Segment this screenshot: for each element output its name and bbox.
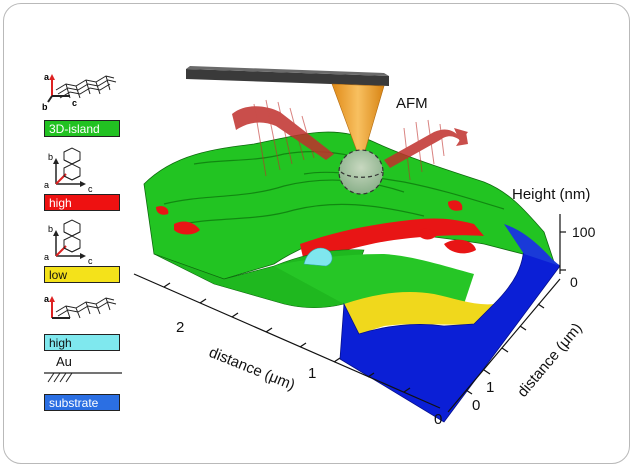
height-tick-0: 0 <box>570 274 578 290</box>
height-axis-title: Height (nm) <box>512 186 590 203</box>
distance-left-ticks <box>163 282 411 393</box>
axis-a-letter-4: a <box>44 294 50 304</box>
distance-left-axis-line <box>133 273 441 409</box>
surface-yellow-region <box>344 292 494 334</box>
legend-item-high-cyan: high <box>44 334 120 351</box>
upright-molecule-icon: b a c <box>44 147 93 194</box>
distance-left-label: distance (μm) <box>207 344 298 394</box>
axis-a-letter-3: a <box>44 252 49 262</box>
distance-right-ticks <box>465 303 545 395</box>
axis-b-letter-2: b <box>48 152 53 162</box>
tip-contact-region <box>338 149 384 195</box>
legend-item-3d-island: 3D-island <box>44 120 120 137</box>
distance-right-tick-0: 0 <box>472 397 480 414</box>
axis-b-letter: b <box>42 102 48 112</box>
distance-left-tick-1: 1 <box>308 365 316 382</box>
surface-blue-edge <box>504 224 560 266</box>
surface-cyan-bump <box>303 247 333 267</box>
surface-mid-green <box>274 254 474 304</box>
axis-c-letter: c <box>72 98 77 108</box>
distance-left-tick-2: 2 <box>176 319 184 336</box>
gold-substrate-icon <box>44 372 122 383</box>
legend-panel: a b c 3D-island b a c high <box>4 4 144 463</box>
afm-cantilever <box>186 69 389 86</box>
afm-3d-surface: AFM Height (nm) 100 0 2 1 0 distance (μm… <box>133 66 596 428</box>
au-label: Au <box>56 354 72 369</box>
legend-item-low: low <box>44 266 120 283</box>
height-tick-100: 100 <box>572 224 596 240</box>
scattered-light-wave <box>384 119 468 181</box>
distance-right-tick-1: 1 <box>486 379 494 396</box>
incident-light-wave <box>232 99 334 177</box>
flat-molecule-icon: a b c <box>42 72 117 112</box>
axis-c-letter-2: c <box>88 184 93 194</box>
figure-frame: a b c 3D-island b a c high <box>3 3 630 464</box>
afm-label: AFM <box>396 95 428 112</box>
distance-right-label: distance (μm) <box>514 320 586 401</box>
axis-c-letter-3: c <box>88 256 93 266</box>
axis-a-letter-2: a <box>44 180 49 190</box>
legend-item-substrate: substrate <box>44 394 120 411</box>
legend-item-high-red: high <box>44 194 120 211</box>
distance-left-tick-0: 0 <box>434 411 442 428</box>
flat-molecule-icon-2: a <box>44 294 117 319</box>
upright-molecule-icon-2: b a c <box>44 219 93 266</box>
axis-a-letter: a <box>44 72 50 82</box>
axis-b-letter-3: b <box>48 224 53 234</box>
